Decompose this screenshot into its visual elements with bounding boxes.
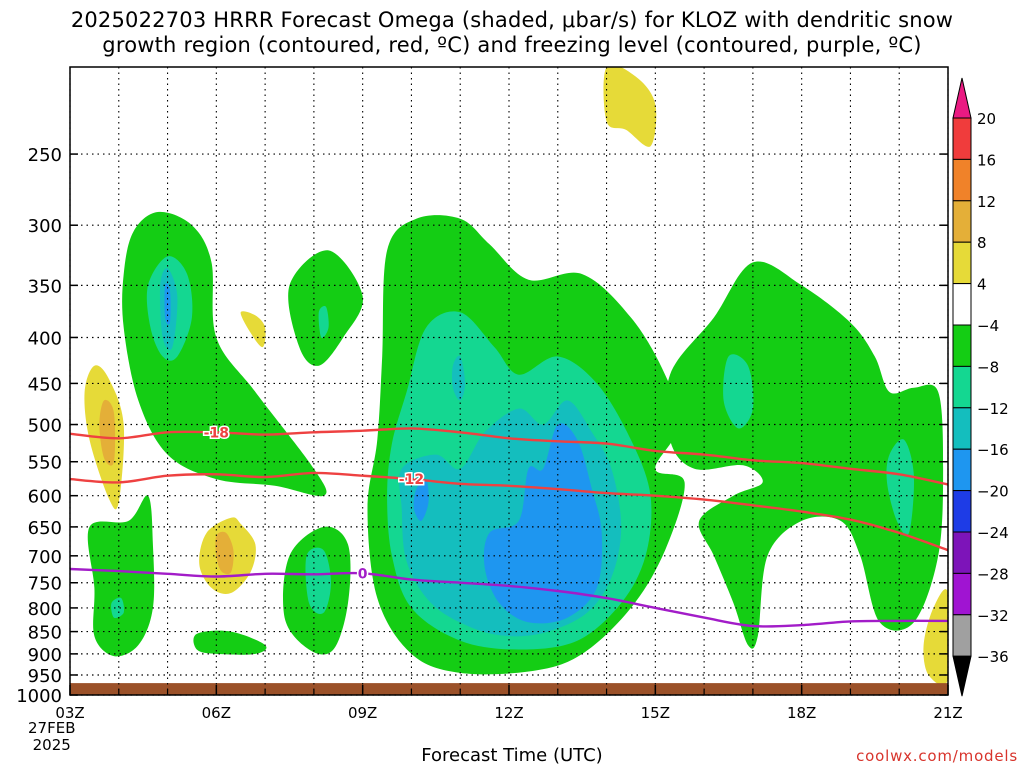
omega-region-26 [483,423,603,624]
colorbar-band-11 [952,531,972,574]
colorbar-label-12: −32 [977,607,1009,625]
credit-link[interactable]: coolwx.com/models [856,747,1018,765]
colorbar-band-3 [952,200,972,243]
colorbar-band-13 [952,614,972,657]
contour-line-2 [70,567,948,628]
omega-region-1 [99,399,116,466]
y-tick-label-4: 450 [28,374,62,395]
contour-layer: -18 -12 0 [70,424,948,628]
colorbar-label-9: −20 [977,483,1009,501]
colorbar-label-5: −4 [977,317,999,335]
x-tick-label-2: 09Z [348,704,377,722]
omega-region-3 [240,311,266,348]
x-tick-label-5: 18Z [787,704,816,722]
colorbar-band-1 [952,117,972,160]
x-tick-label-3: 12Z [494,704,523,722]
y-tick-label-11: 800 [28,599,62,620]
y-tick-label-12: 850 [28,623,62,644]
y-tick-label-8: 650 [28,518,62,539]
x-tick-label-0: 03Z [55,704,84,722]
colorbar-label-11: −28 [977,565,1009,583]
colorbar-band-9 [952,448,972,492]
colorbar-label-6: −8 [977,358,999,376]
date-day: 27FEB [28,719,76,737]
y-tick-label-5: 500 [28,416,62,437]
y-tick-label-9: 700 [28,547,62,568]
axes-layer: 2503003504004505005506006507007508008509… [16,145,963,722]
title-line-2: growth region (contoured, red, ºC) and f… [102,33,922,57]
omega-region-19 [305,547,331,615]
colorbar-band-10 [952,490,972,533]
colorbar-label-13: −36 [977,648,1009,666]
colorbar-band-14 [952,655,972,697]
contour-label-0: -18 [204,425,229,441]
colorbar-label-10: −24 [977,524,1009,542]
contour-line-0 [70,427,948,486]
colorbar-label-2: 12 [977,193,996,211]
colorbar-band-12 [952,572,972,616]
x-tick-label-6: 21Z [933,704,962,722]
title-line-1: 2025022703 HRRR Forecast Omega (shaded, … [70,8,954,32]
colorbar-label-4: 4 [977,276,987,294]
shaded-omega-layer [70,67,948,695]
omega-region-7 [122,211,327,497]
y-tick-label-3: 400 [28,328,62,349]
omega-region-18 [111,597,125,619]
colorbar-label-7: −12 [977,400,1009,418]
y-tick-label-7: 600 [28,487,62,508]
x-axis-label: Forecast Time (UTC) [421,745,603,766]
colorbar: 20 16 12 8 4 −4 −8 −12 −16 −20 −24 −28 −32 −36 [952,77,1009,697]
colorbar-label-8: −16 [977,441,1009,459]
omega-region-25 [413,478,429,521]
y-tick-label-14: 950 [28,666,62,687]
y-tick-label-2: 350 [28,276,62,297]
start-date-label: 27FEB 2025 [28,720,75,754]
colorbar-label-0: 20 [977,110,996,128]
colorbar-label-1: 16 [977,151,996,169]
colorbar-band-8 [952,407,972,450]
omega-region-6 [923,589,948,686]
omega-region-11 [193,630,267,655]
colorbar-band-0 [952,77,972,119]
omega-region-17 [318,306,329,339]
omega-region-5 [215,531,234,575]
omega-region-2 [603,67,657,147]
y-tick-label-10: 750 [28,574,62,595]
omega-region-21 [886,439,915,536]
x-tick-label-4: 15Z [641,704,670,722]
colorbar-label-3: 8 [977,234,987,252]
omega-region-24 [452,355,466,401]
y-tick-label-1: 300 [28,216,62,237]
contour-label-1: -12 [399,472,424,488]
colorbar-band-2 [952,158,972,202]
omega-region-20 [723,354,754,429]
colorbar-band-6 [952,324,972,367]
omega-region-9 [87,495,155,657]
colorbar-band-7 [952,365,972,409]
colorbar-band-5 [952,283,972,326]
y-tick-label-13: 900 [28,645,62,666]
y-tick-label-15: 1000 [16,686,62,707]
y-tick-label-0: 250 [28,145,62,166]
date-year: 2025 [32,736,71,754]
contour-line-1 [70,471,948,552]
x-tick-label-1: 06Z [202,704,231,722]
contour-label-2: 0 [358,566,368,582]
y-tick-label-6: 550 [28,453,62,474]
colorbar-band-4 [952,241,972,285]
chart-title: 2025022703 HRRR Forecast Omega (shaded, … [0,8,1024,58]
